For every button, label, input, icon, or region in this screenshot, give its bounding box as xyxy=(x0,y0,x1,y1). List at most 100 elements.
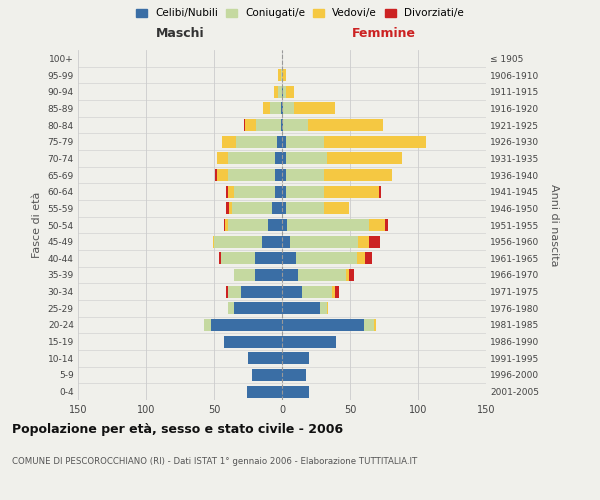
Bar xyxy=(282,102,335,115)
Bar xyxy=(282,352,309,364)
Bar xyxy=(281,69,282,81)
Bar xyxy=(282,86,283,98)
Bar xyxy=(282,102,283,115)
Bar xyxy=(235,186,282,198)
Bar xyxy=(205,319,282,331)
Bar xyxy=(252,369,282,381)
Bar xyxy=(275,186,282,198)
Bar xyxy=(227,302,282,314)
Bar xyxy=(282,302,320,314)
Bar xyxy=(282,302,328,314)
Bar xyxy=(262,236,282,248)
Bar xyxy=(224,336,282,347)
Bar xyxy=(282,336,337,347)
Bar xyxy=(282,252,357,264)
Bar xyxy=(282,252,365,264)
Bar xyxy=(227,286,282,298)
Bar xyxy=(212,236,282,248)
Bar xyxy=(282,186,379,198)
Bar xyxy=(252,369,282,381)
Bar xyxy=(282,169,286,181)
Bar xyxy=(282,69,286,81)
Bar xyxy=(282,236,380,248)
Bar xyxy=(282,369,307,381)
Bar xyxy=(282,136,324,147)
Bar xyxy=(248,352,282,364)
Bar xyxy=(282,369,307,381)
Bar xyxy=(281,102,282,115)
Bar xyxy=(282,136,426,147)
Bar xyxy=(224,219,282,231)
Bar xyxy=(222,136,282,147)
Bar xyxy=(224,336,282,347)
Bar xyxy=(282,369,307,381)
Bar xyxy=(275,169,282,181)
Bar xyxy=(282,152,286,164)
Bar xyxy=(247,386,282,398)
Bar xyxy=(235,302,282,314)
Bar xyxy=(282,152,327,164)
Bar xyxy=(282,102,335,115)
Bar xyxy=(236,136,282,147)
Bar xyxy=(282,386,309,398)
Bar xyxy=(282,119,308,131)
Bar xyxy=(248,352,282,364)
Bar xyxy=(282,269,354,281)
Bar xyxy=(282,202,324,214)
Bar xyxy=(277,136,282,147)
Bar xyxy=(282,269,346,281)
Bar xyxy=(282,186,286,198)
Bar xyxy=(282,219,388,231)
Bar xyxy=(282,352,309,364)
Bar xyxy=(282,86,294,98)
Bar xyxy=(278,86,282,98)
Bar xyxy=(281,119,282,131)
Bar xyxy=(263,102,282,115)
Bar xyxy=(282,152,401,164)
Bar xyxy=(268,219,282,231)
Text: Maschi: Maschi xyxy=(155,27,205,40)
Bar xyxy=(256,119,282,131)
Bar xyxy=(282,219,287,231)
Legend: Celibi/Nubili, Coniugati/e, Vedovi/e, Divorziati/e: Celibi/Nubili, Coniugati/e, Vedovi/e, Di… xyxy=(133,5,467,21)
Bar xyxy=(282,319,364,331)
Bar xyxy=(282,236,358,248)
Bar xyxy=(282,352,309,364)
Bar xyxy=(282,319,374,331)
Bar xyxy=(282,219,385,231)
Bar xyxy=(282,152,401,164)
Y-axis label: Anni di nascita: Anni di nascita xyxy=(549,184,559,266)
Bar xyxy=(235,269,282,281)
Bar xyxy=(244,119,282,131)
Bar xyxy=(282,286,302,298)
Bar xyxy=(245,119,282,131)
Bar xyxy=(205,319,282,331)
Bar xyxy=(282,102,294,115)
Bar xyxy=(220,252,282,264)
Bar xyxy=(212,236,282,248)
Bar xyxy=(226,286,282,298)
Bar xyxy=(217,169,282,181)
Bar xyxy=(229,202,282,214)
Bar xyxy=(247,386,282,398)
Text: Popolazione per età, sesso e stato civile - 2006: Popolazione per età, sesso e stato civil… xyxy=(12,422,343,436)
Bar xyxy=(282,286,335,298)
Bar xyxy=(226,202,282,214)
Bar xyxy=(278,69,282,81)
Bar xyxy=(282,286,339,298)
Bar xyxy=(247,386,282,398)
Bar xyxy=(282,252,372,264)
Bar xyxy=(282,186,324,198)
Bar xyxy=(227,302,282,314)
Bar xyxy=(272,202,282,214)
Bar xyxy=(282,386,309,398)
Bar xyxy=(211,319,282,331)
Bar xyxy=(282,119,383,131)
Bar xyxy=(232,202,282,214)
Bar xyxy=(282,202,286,214)
Bar xyxy=(214,236,282,248)
Bar xyxy=(252,369,282,381)
Bar xyxy=(282,136,286,147)
Bar xyxy=(282,86,294,98)
Bar xyxy=(227,152,282,164)
